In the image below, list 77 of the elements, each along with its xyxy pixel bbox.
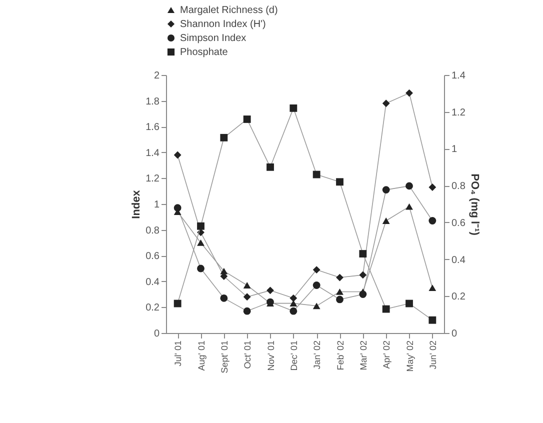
point [243,116,251,123]
point [290,294,298,302]
x-tick-label: Jun' 02 [428,340,438,370]
y-tick-label: 2 [154,70,160,82]
point [428,316,436,324]
y-tick-label: 0.6 [146,251,160,262]
point [336,288,344,295]
y-tick-label: 0.4 [146,276,160,288]
legend-label: Shannon Index (H') [180,19,266,30]
point [220,294,228,302]
point [428,184,436,191]
point [290,300,298,307]
point [382,186,390,194]
point [220,134,228,142]
y-axis-title: Index [130,189,143,219]
x-tick-label: Jul' 01 [173,340,184,366]
x-tick-label: Dec' 01 [288,340,299,371]
point [243,282,251,288]
y2-axis-title: PO₄ (mg l⁻¹) [468,174,480,236]
y-tick-label: 0.8 [146,225,160,236]
point [359,290,367,298]
y2-tick-label: 0.8 [452,181,466,192]
point [174,300,182,308]
y2-tick-label: 0.6 [452,218,466,229]
y2-tick-label: 1.4 [452,70,466,82]
point [382,218,390,224]
point [197,239,204,246]
legend-label: Simpson Index [180,33,246,44]
y-tick-label: 1.2 [146,174,160,185]
point [290,104,298,112]
point [359,250,367,258]
point [312,282,320,289]
point [406,89,413,97]
point [197,222,204,230]
point [382,305,390,313]
x-tick-label: Sept' 01 [219,340,230,374]
point [359,271,367,279]
point [243,293,251,301]
legend-label: Phosphate [180,47,228,58]
legend-label: Margalet Richness (d) [180,5,278,16]
point [197,264,204,272]
y-tick-label: 0 [154,328,160,340]
point [243,307,251,315]
point [290,307,298,315]
point [406,182,413,190]
point [382,100,390,108]
x-tick-label: Apr' 02 [382,340,392,369]
x-tick-label: Feb' 02 [335,340,346,370]
y2-tick-label: 1.2 [452,107,466,118]
y2-tick-label: 1 [452,144,458,156]
y-tick-label: 1.4 [146,148,160,159]
point [428,284,436,292]
x-tick-label: May' 02 [404,340,415,372]
x-tick-label: Jan' 02 [312,340,322,370]
point [266,286,274,294]
y-tick-label: 1 [154,200,160,210]
point [428,217,436,224]
y-tick-label: 1.8 [146,96,160,108]
point [174,204,182,212]
x-tick-label: Nov' 01 [266,340,276,371]
x-tick-label: Aug' 01 [196,340,206,371]
x-tick-label: Mar' 02 [358,340,368,370]
point [406,300,413,308]
point [174,151,182,159]
y2-tick-label: 0 [452,328,458,340]
y2-tick-label: 0.4 [452,254,466,266]
y-tick-label: 1.6 [146,122,160,134]
x-tick-label: Oct' 01 [242,340,253,369]
y2-tick-label: 0.2 [452,292,466,303]
point [336,178,344,186]
point [406,203,413,210]
point [266,163,274,171]
point [312,266,320,274]
y-tick-label: 0.2 [146,302,160,314]
point [312,170,320,178]
point [336,296,344,304]
point [312,302,320,310]
